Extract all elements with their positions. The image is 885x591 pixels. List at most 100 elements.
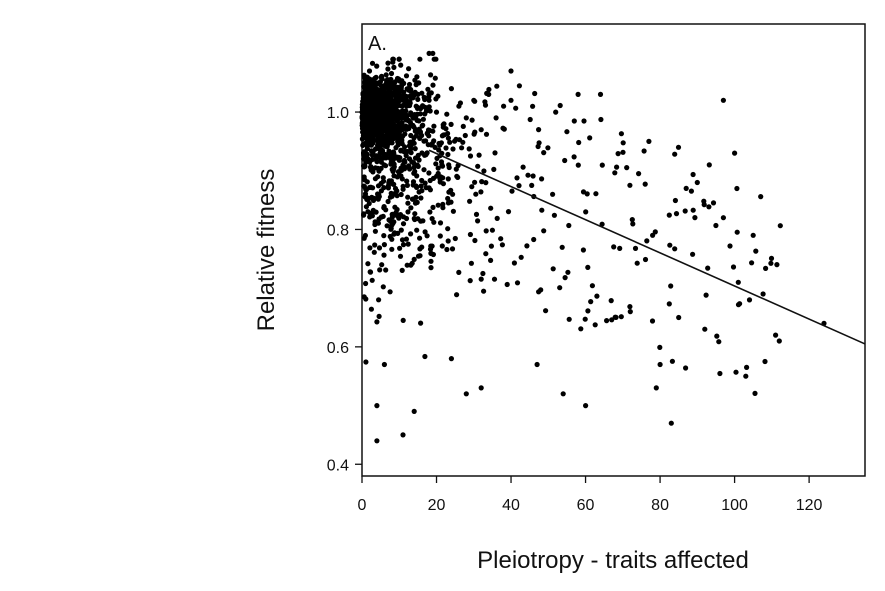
scatter-point bbox=[669, 358, 676, 364]
scatter-point bbox=[472, 179, 478, 185]
scatter-point bbox=[733, 369, 739, 375]
scatter-point bbox=[376, 126, 382, 132]
scatter-point bbox=[369, 156, 376, 162]
scatter-point bbox=[393, 106, 399, 112]
scatter-point bbox=[583, 209, 589, 215]
scatter-point bbox=[411, 140, 417, 146]
scatter-point bbox=[683, 185, 689, 191]
scatter-point bbox=[411, 115, 417, 121]
scatter-point bbox=[734, 185, 740, 192]
scatter-point bbox=[776, 338, 782, 344]
x-tick-label: 60 bbox=[577, 497, 595, 514]
scatter-point bbox=[746, 297, 753, 303]
scatter-point bbox=[760, 291, 766, 297]
scatter-point bbox=[456, 103, 462, 109]
scatter-point bbox=[426, 50, 432, 57]
scatter-point bbox=[368, 306, 374, 312]
scatter-point bbox=[385, 77, 391, 83]
scatter-point bbox=[580, 189, 587, 195]
scatter-point bbox=[720, 97, 727, 103]
scatter-point bbox=[617, 245, 623, 251]
scatter-point bbox=[441, 121, 447, 127]
scatter-point bbox=[777, 223, 783, 229]
scatter-point bbox=[509, 188, 515, 194]
scatter-point bbox=[434, 155, 440, 161]
scatter-point bbox=[393, 145, 399, 151]
scatter-point bbox=[430, 50, 436, 57]
scatter-point bbox=[379, 108, 385, 114]
scatter-point bbox=[690, 251, 696, 257]
scatter-point bbox=[430, 251, 436, 258]
scatter-point bbox=[406, 156, 413, 162]
scatter-point bbox=[372, 242, 378, 248]
scatter-point bbox=[418, 320, 424, 326]
scatter-point bbox=[475, 218, 481, 224]
scatter-point bbox=[768, 260, 774, 266]
scatter-point bbox=[632, 245, 639, 251]
scatter-point bbox=[389, 140, 395, 146]
scatter-point bbox=[437, 176, 443, 182]
scatter-point bbox=[473, 211, 480, 217]
scatter-point bbox=[394, 188, 400, 194]
scatter-point bbox=[462, 132, 468, 139]
scatter-point bbox=[392, 230, 398, 236]
scatter-point bbox=[486, 86, 492, 93]
scatter-point bbox=[381, 151, 387, 157]
scatter-point bbox=[404, 126, 410, 132]
x-axis-ticks: 0 20 40 60 80 100 120 bbox=[358, 476, 823, 514]
scatter-point bbox=[620, 149, 626, 155]
scatter-point bbox=[493, 115, 499, 121]
scatter-point bbox=[360, 142, 366, 148]
scatter-point bbox=[672, 246, 678, 252]
scatter-point bbox=[666, 212, 672, 218]
scatter-point bbox=[406, 81, 413, 88]
scatter-point bbox=[419, 132, 425, 139]
scatter-point bbox=[717, 370, 723, 377]
scatter-point bbox=[377, 81, 383, 87]
scatter-point bbox=[398, 62, 404, 68]
scatter-point bbox=[362, 177, 368, 183]
scatter-point bbox=[644, 238, 650, 244]
scatter-point bbox=[445, 130, 451, 137]
scatter-point bbox=[469, 184, 475, 190]
scatter-point bbox=[389, 91, 395, 97]
scatter-point bbox=[553, 109, 559, 115]
scatter-point bbox=[627, 182, 633, 188]
scatter-point bbox=[494, 83, 500, 89]
scatter-point bbox=[483, 131, 490, 137]
scatter-point bbox=[482, 102, 489, 108]
scatter-point bbox=[429, 243, 435, 249]
scatter-point bbox=[404, 262, 410, 268]
scatter-point bbox=[419, 123, 425, 129]
scatter-point bbox=[400, 221, 407, 227]
scatter-point bbox=[367, 106, 373, 112]
scatter-point bbox=[411, 256, 417, 262]
scatter-point bbox=[578, 326, 584, 332]
scatter-point bbox=[703, 292, 709, 298]
scatter-point bbox=[369, 85, 375, 91]
scatter-point bbox=[599, 162, 605, 168]
scatter-point bbox=[389, 214, 395, 220]
scatter-point bbox=[471, 131, 477, 137]
scatter-point bbox=[518, 254, 524, 260]
scatter-point bbox=[452, 235, 458, 242]
scatter-point bbox=[408, 150, 414, 156]
scatter-point bbox=[365, 261, 371, 267]
scatter-point bbox=[412, 146, 418, 152]
scatter-point bbox=[394, 212, 400, 219]
scatter-point bbox=[727, 243, 733, 249]
scatter-point bbox=[430, 82, 436, 88]
scatter-point bbox=[450, 208, 456, 214]
scatter-point bbox=[435, 170, 441, 177]
y-tick-label: 0.6 bbox=[327, 340, 349, 357]
scatter-point bbox=[541, 228, 547, 234]
scatter-point bbox=[384, 101, 390, 108]
scatter-point bbox=[374, 319, 380, 325]
scatter-point bbox=[466, 146, 472, 152]
scatter-point bbox=[650, 232, 656, 238]
scatter-point bbox=[409, 196, 416, 202]
scatter-point bbox=[667, 242, 673, 248]
scatter-point bbox=[629, 217, 635, 223]
scatter-point bbox=[397, 132, 403, 138]
scatter-point bbox=[389, 246, 395, 252]
